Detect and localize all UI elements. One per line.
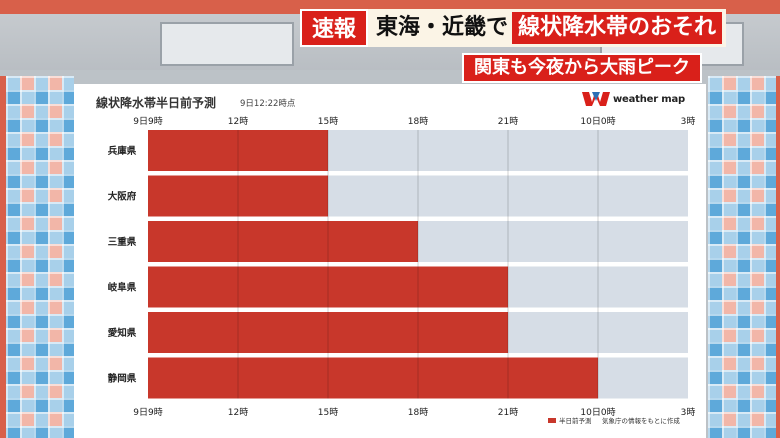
x-tick-bottom: 10日0時 [580, 407, 615, 418]
headline-prefix: 東海・近畿で [376, 15, 509, 40]
bar-2 [148, 175, 328, 217]
row-label: 大阪府 [108, 191, 137, 203]
headline-main: 東海・近畿で 線状降水帯のおそれ [368, 9, 727, 47]
row-label: 愛知県 [108, 327, 137, 339]
bar-6 [148, 357, 598, 399]
x-tick-top: 10日0時 [580, 116, 615, 127]
x-tick-bottom: 18時 [408, 407, 428, 418]
headline-banner: 速報 東海・近畿で 線状降水帯のおそれ [300, 9, 727, 47]
row-label: 三重県 [108, 236, 137, 248]
x-tick-bottom: 12時 [228, 407, 248, 418]
x-tick-top: 9日9時 [133, 116, 162, 127]
x-tick-bottom: 15時 [318, 407, 338, 418]
bar-3 [148, 221, 418, 262]
brand-logo: weather map [582, 92, 685, 106]
x-tick-top: 3時 [681, 116, 696, 127]
brand-name: weather map [613, 93, 685, 105]
x-tick-bottom: 3時 [681, 407, 696, 418]
x-tick-bottom: 9日9時 [133, 407, 162, 418]
x-tick-top: 12時 [228, 116, 248, 127]
studio-pillar-right [772, 76, 780, 438]
studio-pillar-left [0, 76, 8, 438]
x-tick-bottom: 21時 [498, 407, 518, 418]
source-note: 気象庁の情報をもとに作成 [602, 416, 680, 425]
x-tick-top: 21時 [498, 116, 518, 127]
row-label: 岐阜県 [108, 282, 137, 294]
row-label: 静岡県 [108, 373, 137, 385]
chart-title: 線状降水帯半日前予測 [96, 96, 217, 110]
headline-highlight: 線状降水帯のおそれ [512, 12, 723, 44]
bar-4 [148, 266, 508, 308]
mosaic-wall-left [6, 76, 74, 438]
studio-window [160, 22, 294, 66]
legend-swatch [548, 418, 556, 423]
row-label: 兵庫県 [108, 145, 137, 157]
x-tick-top: 15時 [318, 116, 338, 127]
bar-1 [148, 130, 328, 171]
mosaic-wall-right [708, 76, 776, 438]
x-tick-top: 18時 [408, 116, 428, 127]
breaking-news-tag: 速報 [300, 9, 369, 47]
bar-5 [148, 312, 508, 353]
chart-timestamp: 9日12:22時点 [240, 99, 296, 109]
legend-label: 半日前予測 [559, 416, 592, 425]
subheadline-banner: 関東も今夜から大雨ピーク [462, 53, 702, 83]
weathermap-logo-icon [582, 92, 610, 106]
